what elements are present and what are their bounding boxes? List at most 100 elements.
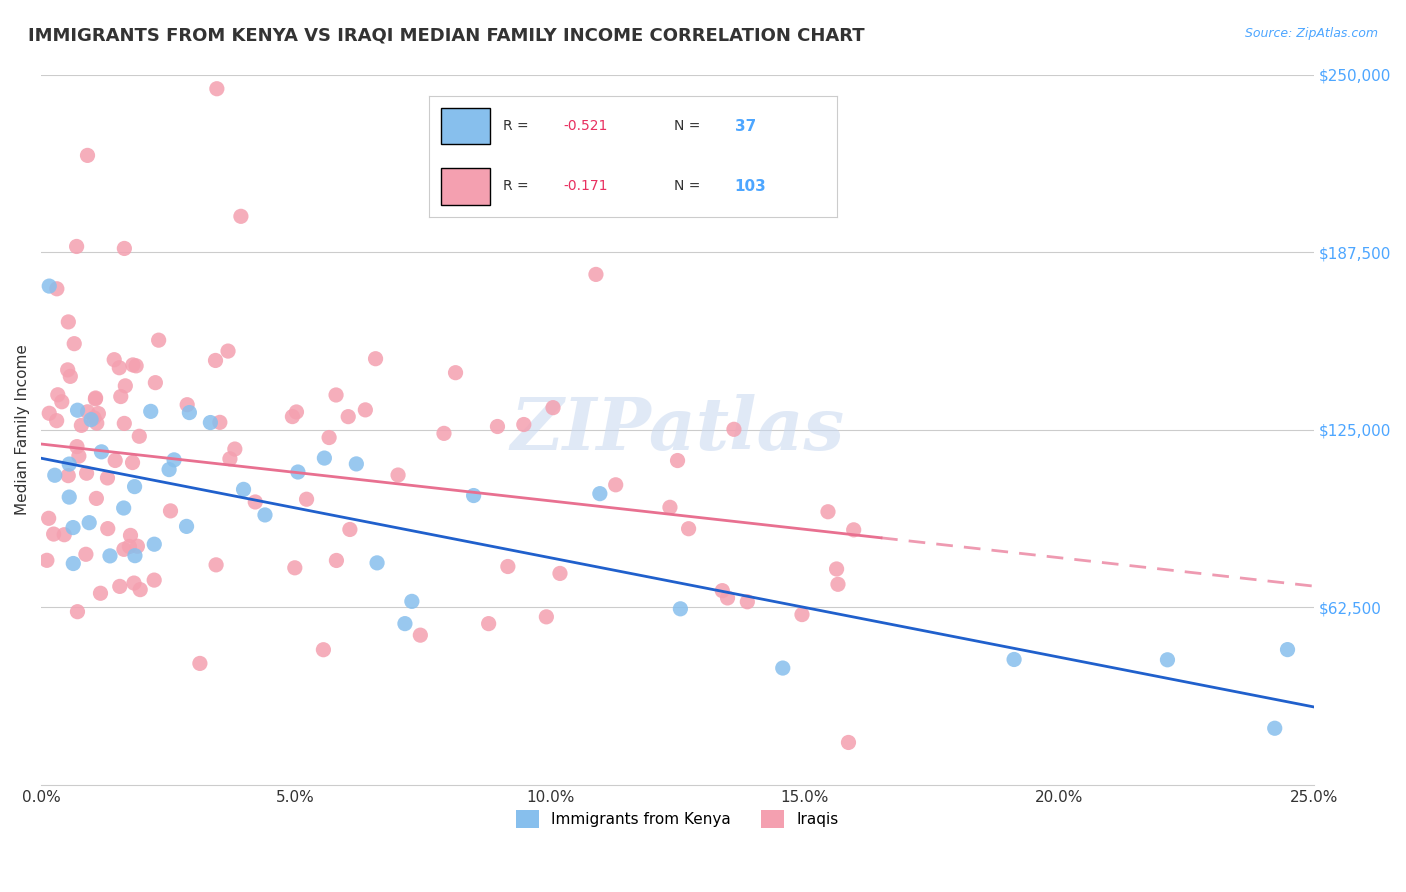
Point [66, 605, 89, 619]
Point [669, 602, 692, 616]
Point [84, 391, 107, 405]
Point [318, 431, 340, 445]
Point [44, 468, 66, 483]
Point [63, 336, 86, 351]
Point [46, 388, 69, 402]
Point [837, 735, 859, 749]
Point [229, 210, 252, 224]
Point [589, 486, 612, 500]
Point [120, 528, 142, 542]
Point [344, 457, 367, 471]
Point [394, 616, 416, 631]
Point [513, 417, 536, 432]
Point [114, 379, 136, 393]
Point [76, 467, 98, 481]
Point [53, 527, 76, 541]
Point [284, 561, 307, 575]
Point [245, 495, 267, 509]
Point [35, 553, 58, 567]
Point [208, 415, 231, 429]
Point [122, 576, 145, 591]
Point [112, 542, 135, 557]
Point [496, 559, 519, 574]
Point [605, 477, 627, 491]
Point [89, 586, 111, 600]
Point [56, 363, 79, 377]
Point [110, 390, 132, 404]
Point [772, 661, 794, 675]
Point [536, 610, 558, 624]
Point [124, 549, 146, 563]
Point [433, 426, 456, 441]
Point [86, 416, 108, 430]
Point [159, 504, 181, 518]
Point [842, 523, 865, 537]
Point [486, 419, 509, 434]
Point [121, 456, 143, 470]
Point [339, 523, 361, 537]
Point [666, 453, 689, 467]
Point [58, 468, 80, 483]
Point [122, 358, 145, 372]
Point [387, 468, 409, 483]
Point [38, 511, 60, 525]
Point [188, 657, 211, 671]
Point [66, 403, 89, 417]
Text: IMMIGRANTS FROM KENYA VS IRAQI MEDIAN FAMILY INCOME CORRELATION CHART: IMMIGRANTS FROM KENYA VS IRAQI MEDIAN FA… [28, 27, 865, 45]
Point [108, 579, 131, 593]
Point [366, 556, 388, 570]
Point [364, 351, 387, 366]
Point [1156, 653, 1178, 667]
Point [200, 416, 222, 430]
Point [678, 522, 700, 536]
Point [38, 279, 60, 293]
Point [58, 315, 80, 329]
Point [285, 405, 308, 419]
Point [84, 392, 107, 406]
Point [287, 465, 309, 479]
Point [548, 566, 571, 581]
Point [129, 582, 152, 597]
Text: ZIPatlas: ZIPatlas [510, 394, 845, 466]
Point [444, 366, 467, 380]
Point [59, 369, 82, 384]
Point [45, 414, 67, 428]
Point [205, 558, 228, 572]
Point [716, 591, 738, 605]
Point [827, 577, 849, 591]
Point [62, 520, 84, 534]
Point [62, 557, 84, 571]
Point [401, 594, 423, 608]
Text: Source: ZipAtlas.com: Source: ZipAtlas.com [1244, 27, 1378, 40]
Point [45, 282, 67, 296]
Point [224, 442, 246, 456]
Point [124, 480, 146, 494]
Point [128, 429, 150, 443]
Point [96, 471, 118, 485]
Y-axis label: Median Family Income: Median Family Income [15, 344, 30, 516]
Point [163, 453, 186, 467]
Point [541, 401, 564, 415]
Point [219, 451, 242, 466]
Point [409, 628, 432, 642]
Point [90, 445, 112, 459]
Point [723, 422, 745, 436]
Point [204, 353, 226, 368]
Point [65, 239, 87, 253]
Point [157, 462, 180, 476]
Point [87, 407, 110, 421]
Point [337, 409, 360, 424]
Point [148, 333, 170, 347]
Point [1264, 721, 1286, 735]
Point [108, 360, 131, 375]
Point [80, 412, 103, 426]
Point [325, 553, 347, 567]
Point [205, 81, 228, 95]
Point [217, 344, 239, 359]
Point [253, 508, 276, 522]
Point [112, 417, 135, 431]
Point [232, 483, 254, 497]
Point [143, 537, 166, 551]
Point [58, 490, 80, 504]
Point [314, 451, 336, 466]
